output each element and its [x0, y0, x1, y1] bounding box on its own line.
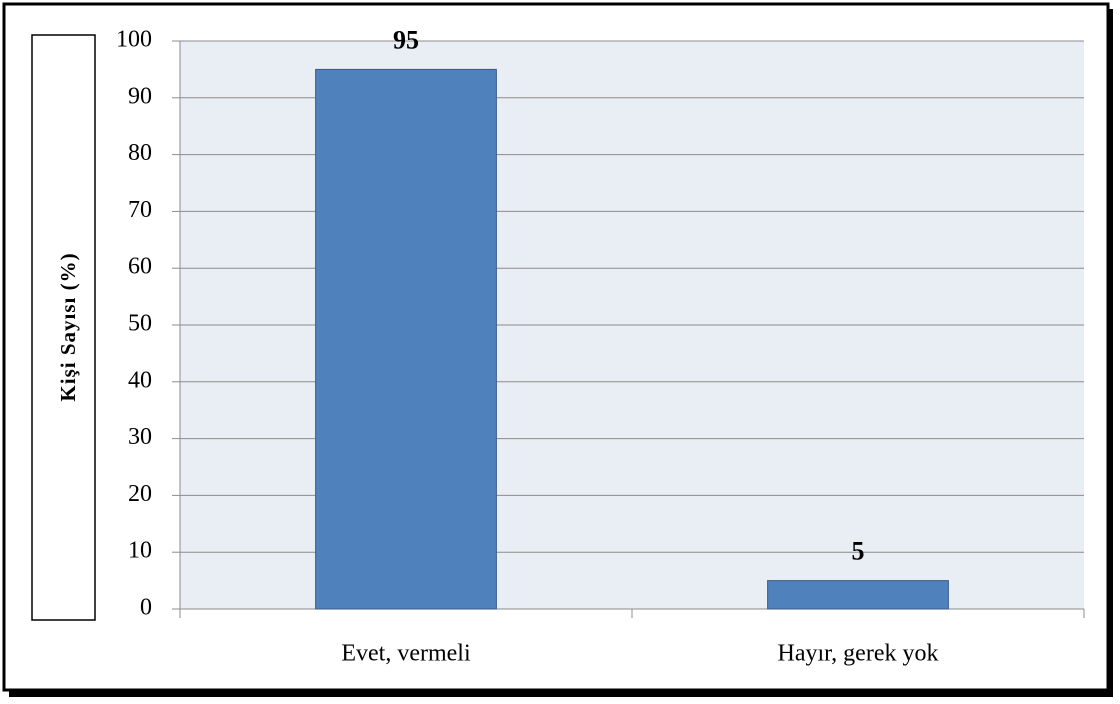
y-label-box — [31, 34, 96, 621]
y-tick-label: 80 — [128, 140, 152, 166]
y-tick-label: 0 — [140, 595, 152, 621]
x-tick-label: Evet, vermeli — [341, 641, 471, 667]
x-tick-label: Hayır, gerek yok — [778, 641, 939, 667]
bar — [315, 68, 497, 610]
y-tick-label: 30 — [128, 424, 152, 450]
data-label: 5 — [852, 537, 865, 566]
data-label: 95 — [393, 25, 419, 54]
y-axis-label: Kişi Sayısı (%) — [56, 252, 80, 401]
y-tick-label: 10 — [128, 538, 152, 564]
y-tick-label: 50 — [128, 311, 152, 337]
y-tick-label: 20 — [128, 481, 152, 507]
y-tick-label: 60 — [128, 254, 152, 280]
y-tick-label: 70 — [128, 197, 152, 223]
y-tick-label: 90 — [128, 83, 152, 109]
y-tick-label: 100 — [116, 27, 152, 53]
bar — [767, 580, 949, 610]
y-tick-label: 40 — [128, 367, 152, 393]
